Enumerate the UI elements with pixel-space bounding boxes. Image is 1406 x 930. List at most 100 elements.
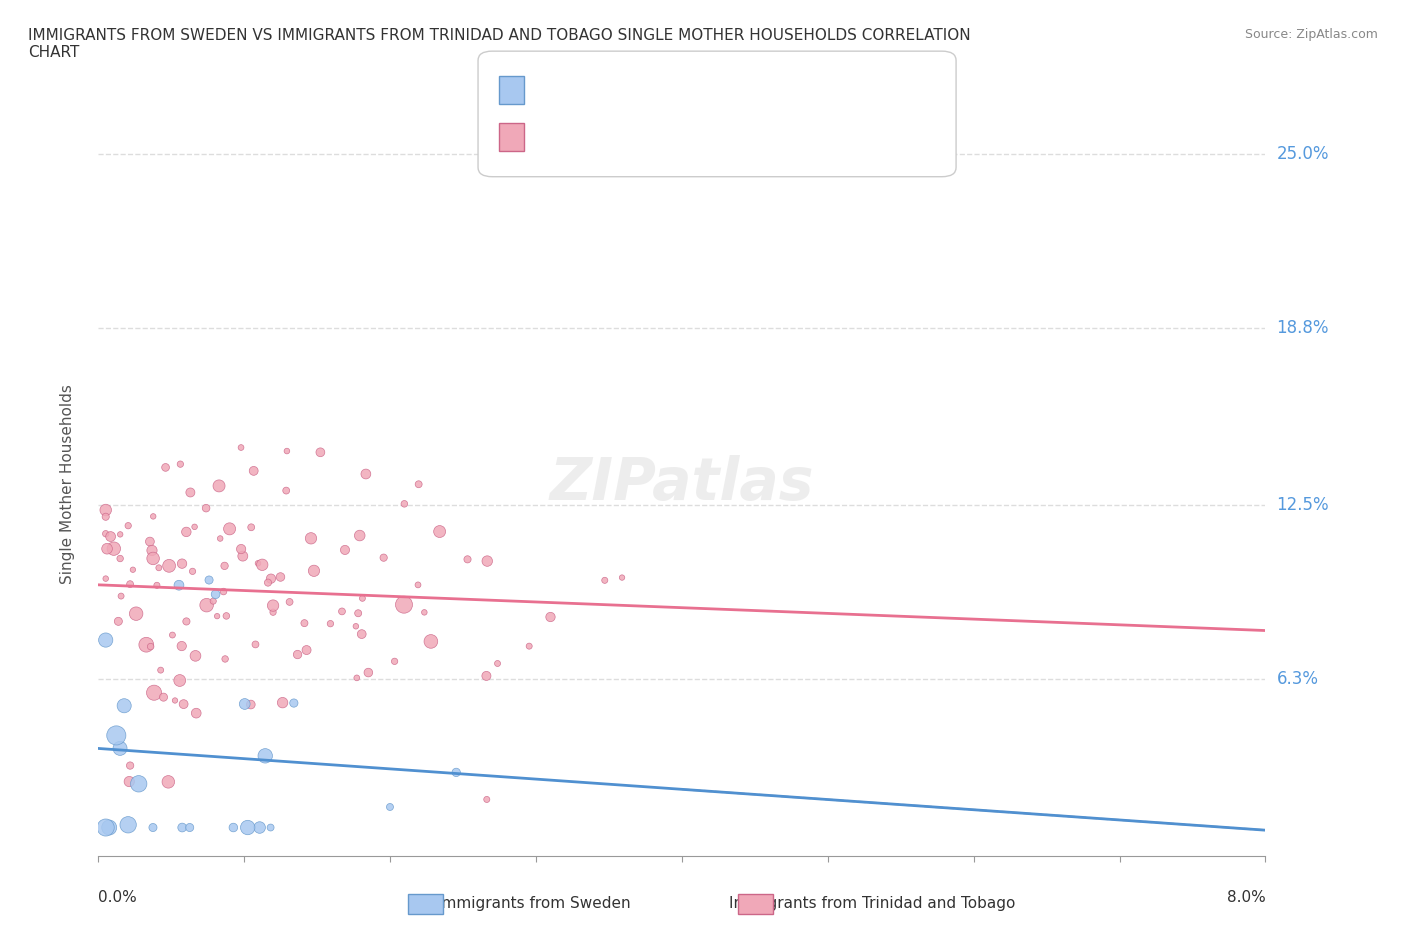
- Point: [294, 616, 316, 631]
- Point: [110, 589, 132, 604]
- Point: [347, 605, 370, 620]
- Point: [242, 463, 264, 478]
- Point: [319, 617, 342, 631]
- Point: [148, 561, 170, 576]
- Point: [108, 741, 131, 756]
- Point: [100, 529, 122, 544]
- Point: [215, 608, 238, 623]
- Point: [283, 696, 305, 711]
- Point: [176, 614, 198, 629]
- Text: IMMIGRANTS FROM SWEDEN VS IMMIGRANTS FROM TRINIDAD AND TOBAGO SINGLE MOTHER HOUS: IMMIGRANTS FROM SWEDEN VS IMMIGRANTS FRO…: [28, 28, 970, 60]
- Point: [344, 618, 367, 633]
- Point: [517, 639, 540, 654]
- Point: [117, 817, 139, 832]
- Point: [141, 543, 163, 558]
- Point: [214, 558, 236, 573]
- Point: [330, 604, 353, 618]
- Point: [593, 573, 616, 588]
- Point: [186, 706, 208, 721]
- Point: [287, 647, 309, 662]
- Point: [146, 578, 169, 592]
- Text: Immigrants from Trinidad and Tobago: Immigrants from Trinidad and Tobago: [728, 897, 1015, 911]
- Point: [540, 609, 562, 624]
- Point: [278, 594, 301, 609]
- Point: [457, 551, 479, 566]
- Point: [352, 591, 374, 605]
- Point: [103, 541, 125, 556]
- Point: [394, 497, 416, 512]
- Point: [333, 542, 356, 557]
- Point: [271, 696, 294, 711]
- Point: [173, 697, 195, 711]
- Point: [157, 775, 180, 790]
- Point: [214, 652, 236, 667]
- Point: [169, 673, 191, 688]
- Point: [184, 648, 207, 663]
- Point: [122, 563, 145, 578]
- Point: [475, 669, 498, 684]
- Text: 0.0%: 0.0%: [98, 890, 138, 905]
- Point: [302, 564, 325, 578]
- Point: [202, 593, 225, 608]
- Point: [252, 557, 274, 572]
- Text: ZIPatlas: ZIPatlas: [550, 455, 814, 512]
- Point: [195, 500, 218, 515]
- Point: [222, 820, 245, 835]
- Point: [170, 639, 193, 654]
- Point: [259, 820, 281, 835]
- Y-axis label: Single Mother Households: Single Mother Households: [60, 384, 75, 583]
- Point: [257, 575, 280, 590]
- Point: [295, 643, 318, 658]
- Point: [486, 656, 509, 671]
- Point: [262, 598, 284, 613]
- Point: [350, 627, 373, 642]
- Point: [408, 477, 430, 492]
- Point: [419, 634, 441, 649]
- Point: [155, 460, 177, 475]
- Point: [204, 587, 226, 602]
- Point: [240, 520, 263, 535]
- Point: [149, 663, 172, 678]
- Point: [94, 820, 117, 835]
- Point: [120, 758, 142, 773]
- Point: [406, 578, 429, 592]
- Point: [477, 553, 499, 568]
- Point: [429, 525, 451, 539]
- Point: [179, 485, 201, 500]
- Point: [162, 628, 184, 643]
- Point: [142, 509, 165, 524]
- Point: [94, 510, 117, 525]
- Text: 25.0%: 25.0%: [1277, 145, 1329, 163]
- Point: [172, 820, 194, 835]
- Point: [96, 541, 118, 556]
- Text: 12.5%: 12.5%: [1277, 496, 1329, 513]
- Text: 18.8%: 18.8%: [1277, 319, 1329, 337]
- Point: [475, 792, 498, 807]
- Point: [139, 639, 162, 654]
- Point: [135, 637, 157, 652]
- Text: 6.3%: 6.3%: [1277, 670, 1319, 687]
- Point: [208, 478, 231, 493]
- Point: [239, 698, 262, 712]
- Point: [170, 556, 193, 571]
- Point: [152, 690, 174, 705]
- Point: [373, 551, 395, 565]
- Point: [120, 577, 142, 591]
- Point: [384, 654, 406, 669]
- Point: [309, 445, 332, 459]
- Point: [378, 800, 401, 815]
- Point: [198, 573, 221, 588]
- Point: [181, 564, 204, 578]
- Point: [354, 467, 377, 482]
- Point: [229, 440, 252, 455]
- Point: [183, 520, 205, 535]
- Point: [392, 597, 415, 612]
- Point: [236, 820, 259, 835]
- Point: [118, 774, 141, 789]
- Text: Source: ZipAtlas.com: Source: ZipAtlas.com: [1244, 28, 1378, 41]
- Point: [108, 527, 131, 542]
- Point: [108, 551, 131, 566]
- Point: [128, 777, 150, 791]
- Point: [260, 571, 283, 586]
- Point: [142, 551, 165, 565]
